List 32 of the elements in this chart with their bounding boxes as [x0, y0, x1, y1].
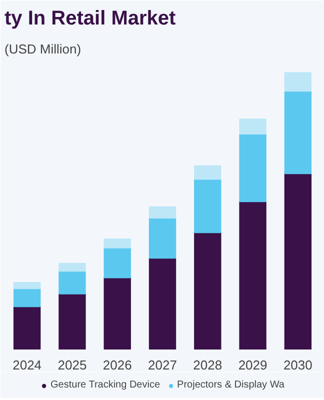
bar — [284, 72, 312, 92]
bar — [13, 288, 41, 308]
x-tick-label: 2024 — [12, 358, 42, 372]
bar — [194, 165, 222, 180]
bar — [284, 173, 312, 350]
bar — [194, 232, 222, 350]
bar — [239, 201, 266, 350]
bar — [148, 258, 176, 350]
bar — [284, 90, 312, 174]
bar — [239, 118, 266, 135]
bar — [148, 206, 176, 218]
bar — [104, 277, 131, 350]
bar — [148, 217, 176, 259]
chart-title: ty In Retail Market — [4, 8, 176, 30]
bar — [58, 293, 86, 350]
bar — [194, 178, 222, 234]
bar — [104, 247, 131, 278]
x-tick-label: 2025 — [58, 358, 87, 372]
x-tick-label: 2030 — [283, 358, 312, 372]
bar — [104, 238, 131, 248]
legend-label: Gesture Tracking Device — [50, 380, 160, 390]
bar — [58, 270, 86, 294]
x-tick-label: 2027 — [148, 358, 177, 372]
bar — [13, 282, 41, 290]
bar — [239, 134, 266, 202]
x-tick-label: 2029 — [238, 358, 268, 372]
x-tick-label: 2026 — [102, 358, 132, 372]
bar — [13, 306, 41, 350]
x-tick-label: 2028 — [193, 358, 222, 372]
legend-label: Projectors & Display Wa — [177, 380, 284, 390]
bar — [58, 262, 86, 272]
chart-subtitle: (USD Million) — [4, 42, 82, 56]
